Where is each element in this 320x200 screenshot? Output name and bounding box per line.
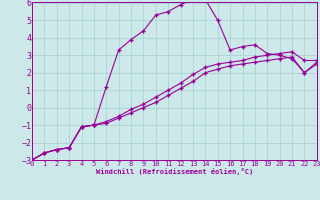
X-axis label: Windchill (Refroidissement éolien,°C): Windchill (Refroidissement éolien,°C) — [96, 168, 253, 175]
